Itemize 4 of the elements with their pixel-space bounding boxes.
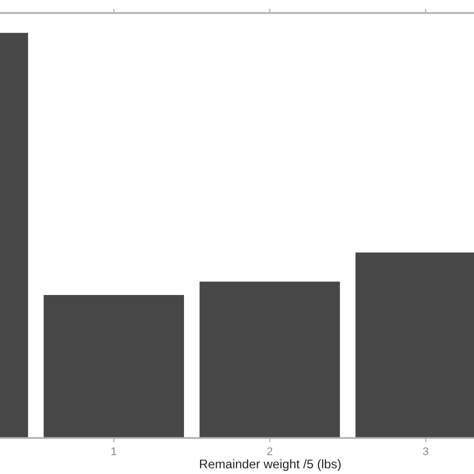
x-tick-label: 3 [423,447,428,456]
x-tick-label: 2 [267,447,272,456]
x-axis-title: Remainder weight /5 (lbs) [200,459,341,471]
x-tick-label: 1 [112,447,116,456]
